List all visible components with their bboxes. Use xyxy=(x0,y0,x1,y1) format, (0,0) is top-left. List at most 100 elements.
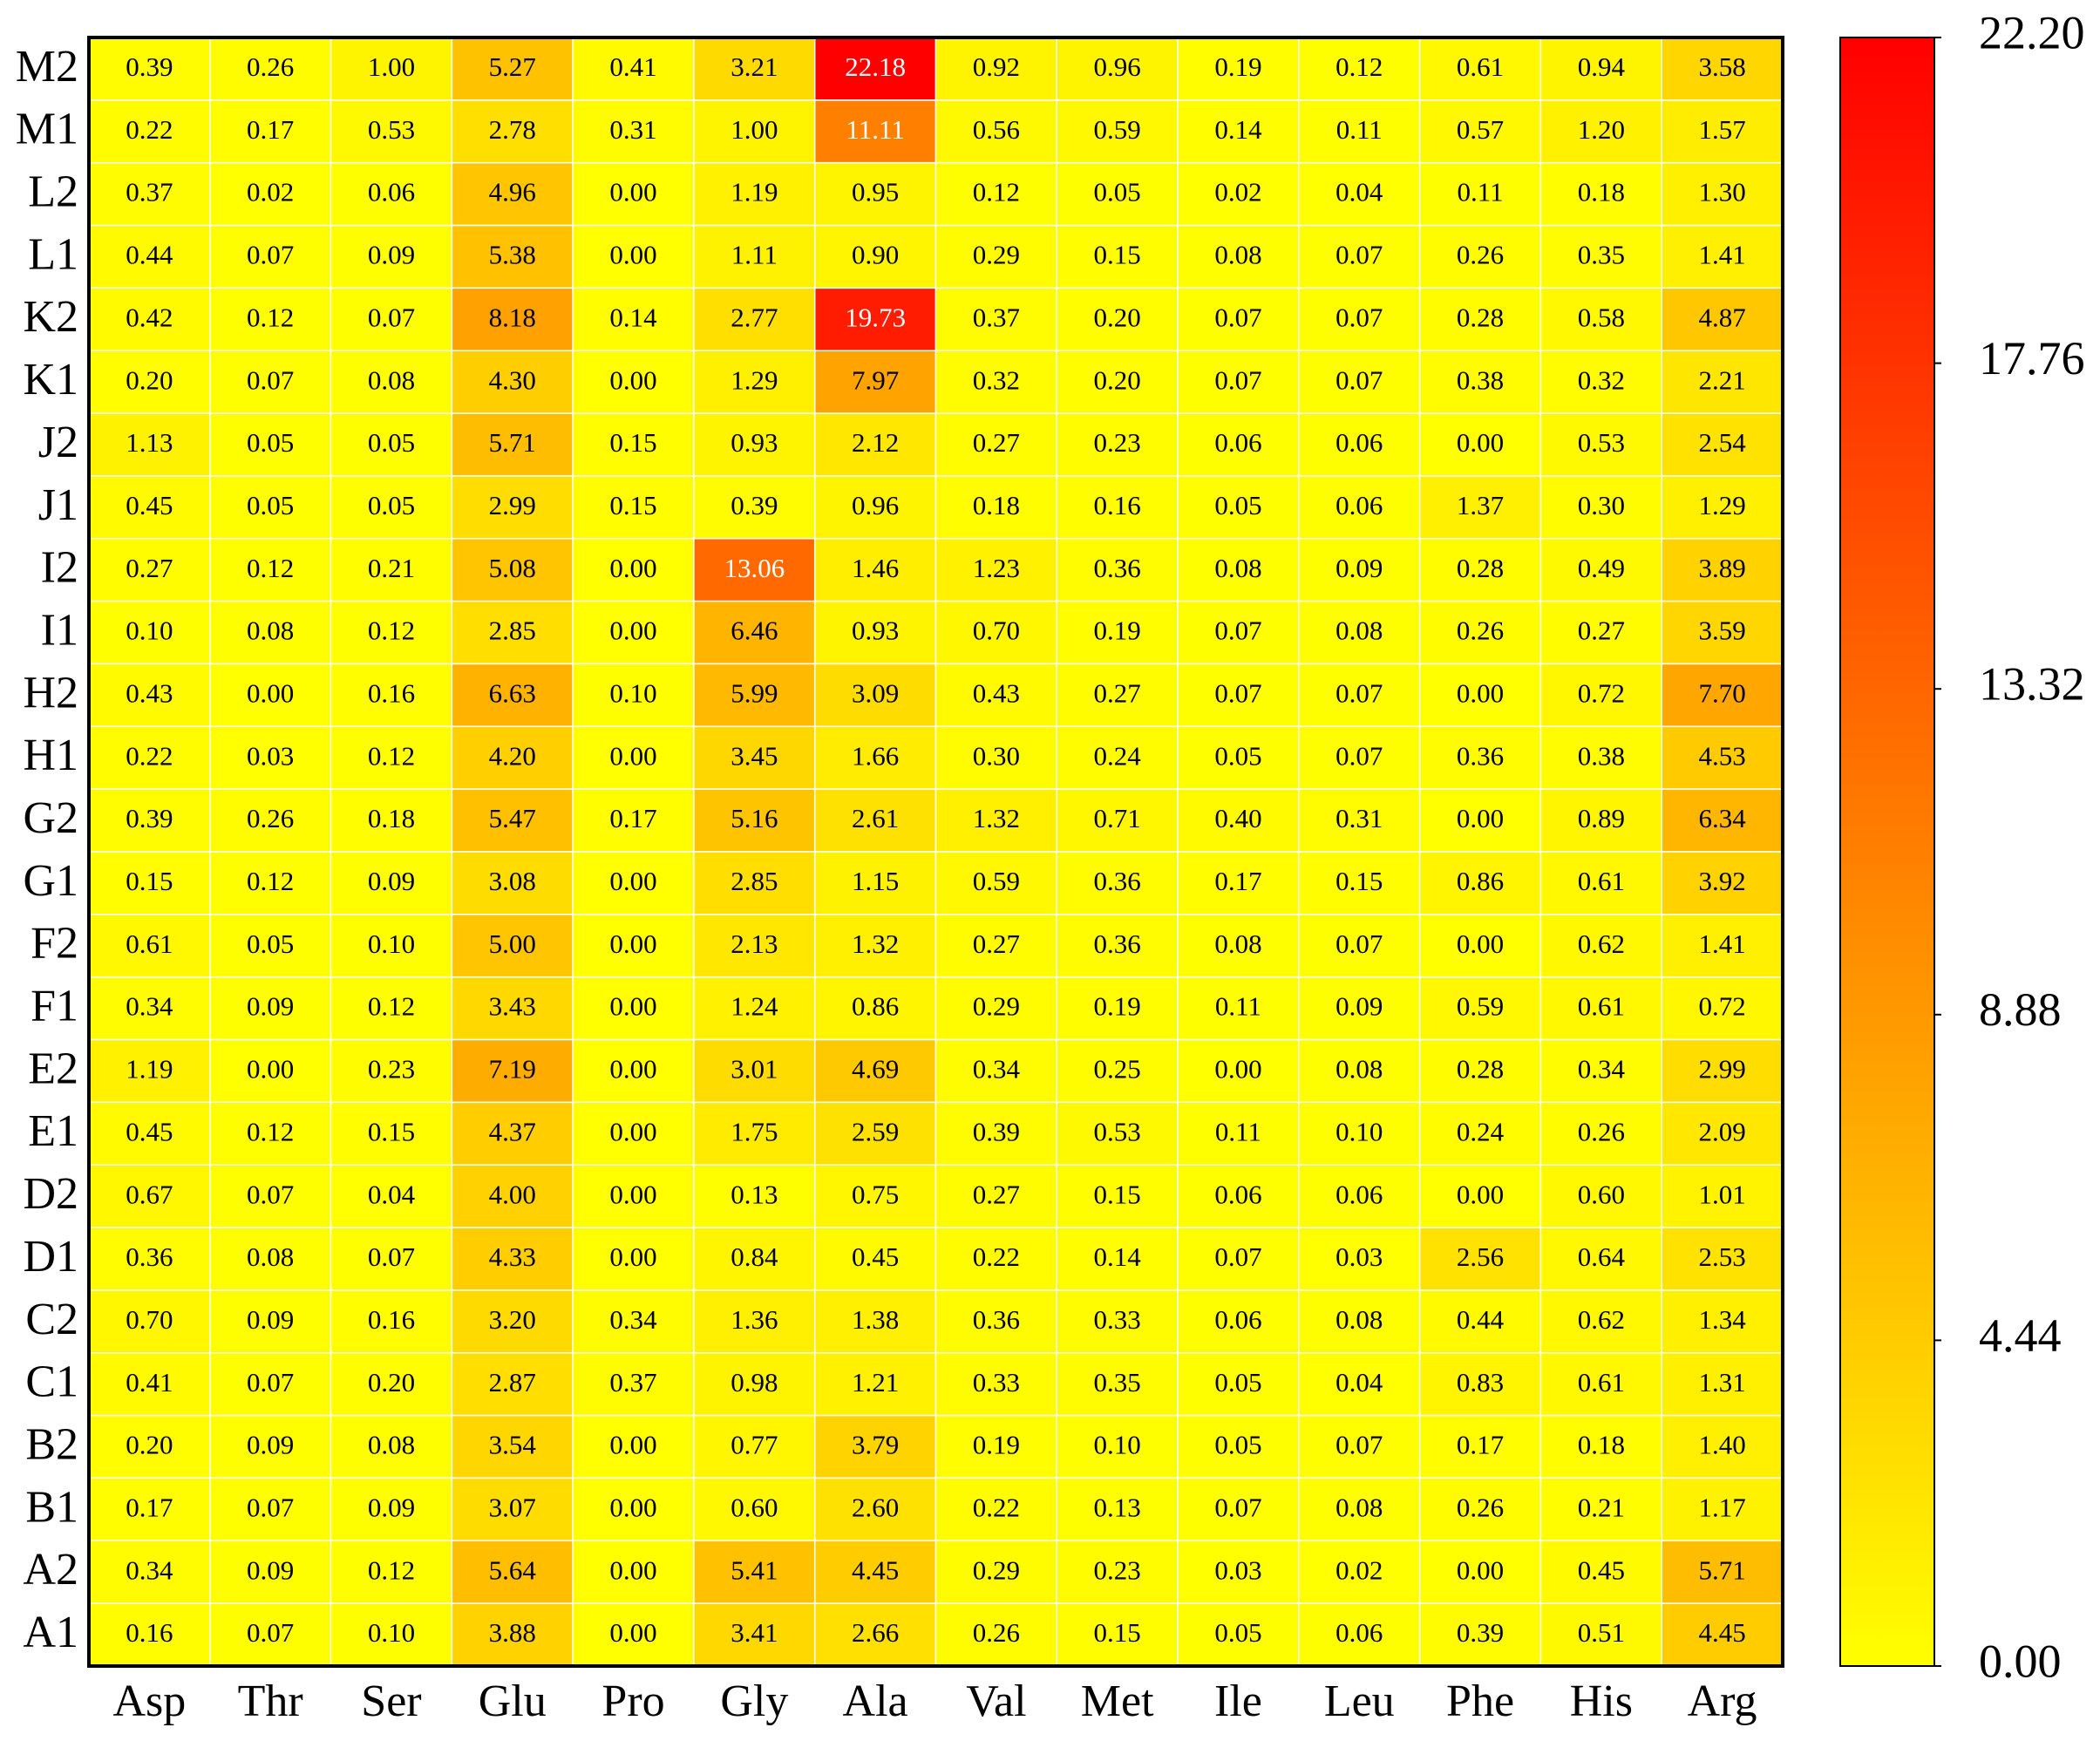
cell xyxy=(813,1101,937,1166)
colorbar-tick-label: 17.76 xyxy=(1979,332,2085,384)
cell-label: 0.07 xyxy=(1214,302,1261,332)
cell xyxy=(1177,1038,1300,1104)
cell-label: 0.15 xyxy=(609,490,656,520)
cell-label: 0.93 xyxy=(852,615,899,646)
cell xyxy=(209,1414,332,1479)
cell-label: 0.15 xyxy=(1094,240,1141,270)
colorbar-tick-label: 22.20 xyxy=(1979,6,2085,58)
cell-label: 0.10 xyxy=(1335,1116,1383,1146)
cell xyxy=(209,475,332,540)
cell-label: 0.05 xyxy=(247,490,294,520)
cell xyxy=(572,350,695,414)
cell xyxy=(934,1352,1058,1417)
cell-label: 0.12 xyxy=(247,866,294,896)
cell xyxy=(451,600,574,665)
cell-label: 1.15 xyxy=(852,866,899,896)
row-label: F1 xyxy=(31,982,78,1031)
cell xyxy=(1539,788,1662,853)
cell-label: 0.37 xyxy=(126,177,173,207)
cell-label: 0.17 xyxy=(1457,1430,1504,1460)
cell-label: 22.18 xyxy=(845,51,906,82)
cell xyxy=(693,99,816,164)
cell-label: 0.08 xyxy=(368,364,415,395)
cell-label: 0.21 xyxy=(368,553,415,583)
cell-label: 1.21 xyxy=(852,1367,899,1398)
cell-label: 1.29 xyxy=(1698,490,1745,520)
cell xyxy=(1177,475,1300,540)
cell xyxy=(1539,851,1662,915)
cell-label: 0.72 xyxy=(1698,991,1745,1022)
cell xyxy=(572,1352,695,1417)
cell xyxy=(1418,1038,1542,1104)
cell xyxy=(1418,224,1542,289)
cell-label: 1.40 xyxy=(1698,1430,1745,1460)
cell-label: 1.57 xyxy=(1698,114,1745,145)
cell xyxy=(330,161,453,227)
cell xyxy=(330,600,453,665)
cell-label: 2.21 xyxy=(1698,364,1745,395)
cell xyxy=(209,725,332,790)
cell-label: 0.00 xyxy=(247,677,294,708)
col-label: Leu xyxy=(1324,1676,1395,1726)
cell-label: 0.28 xyxy=(1457,553,1504,583)
cell-label: 0.17 xyxy=(609,803,656,833)
cell-label: 4.53 xyxy=(1698,740,1745,771)
cell-label: 0.04 xyxy=(1335,177,1383,207)
cell xyxy=(1539,600,1662,665)
cell-label: 0.26 xyxy=(247,51,294,82)
cell xyxy=(88,851,211,915)
cell-label: 0.17 xyxy=(247,114,294,145)
cell xyxy=(1177,725,1300,790)
cell-label: 0.07 xyxy=(247,1492,294,1522)
cell xyxy=(813,788,937,853)
cell xyxy=(88,475,211,540)
cell-label: 0.08 xyxy=(1335,1054,1383,1085)
cell-label: 0.95 xyxy=(852,177,899,207)
cell-label: 0.42 xyxy=(126,302,173,332)
cell-label: 0.07 xyxy=(1214,1241,1261,1272)
cell-label: 0.14 xyxy=(609,302,657,332)
cell xyxy=(1418,161,1542,227)
cell-label: 4.00 xyxy=(489,1179,536,1209)
cell-label: 0.00 xyxy=(1214,1054,1261,1085)
cell-label: 0.37 xyxy=(973,302,1020,332)
cell xyxy=(1661,788,1784,853)
cell-label: 0.77 xyxy=(731,1430,778,1460)
cell-label: 0.00 xyxy=(609,1492,656,1522)
cell-label: 5.71 xyxy=(489,427,536,458)
cell xyxy=(1056,600,1179,665)
cell xyxy=(330,224,453,289)
cell xyxy=(1298,851,1421,915)
cell xyxy=(88,224,211,289)
cell-label: 0.16 xyxy=(126,1617,173,1648)
cell xyxy=(1298,788,1421,853)
cell-label: 0.08 xyxy=(1335,615,1383,646)
cell xyxy=(1418,37,1542,101)
cell xyxy=(693,1352,816,1417)
col-label: Ala xyxy=(843,1676,908,1726)
row-label: F2 xyxy=(31,919,78,969)
cell xyxy=(1539,1540,1662,1604)
cell xyxy=(451,788,574,853)
cell-label: 0.16 xyxy=(368,677,415,708)
cell xyxy=(451,412,574,477)
cell-label: 0.07 xyxy=(1214,677,1261,708)
cell-label: 0.13 xyxy=(731,1179,778,1209)
cell xyxy=(88,1101,211,1166)
cell xyxy=(1298,224,1421,289)
cell-label: 0.71 xyxy=(1094,803,1141,833)
cell xyxy=(1177,1602,1300,1667)
cell-label: 0.40 xyxy=(1214,803,1261,833)
cell-label: 0.96 xyxy=(1094,51,1141,82)
cell xyxy=(451,1540,574,1604)
cell-label: 0.29 xyxy=(973,991,1020,1022)
cell xyxy=(330,1602,453,1667)
cell xyxy=(1056,1101,1179,1166)
cell-label: 3.07 xyxy=(489,1492,536,1522)
cell xyxy=(934,538,1058,602)
cell-label: 0.27 xyxy=(1578,615,1625,646)
cell-label: 0.06 xyxy=(1335,1179,1383,1209)
cell xyxy=(1177,976,1300,1041)
cell xyxy=(934,1414,1058,1479)
cell xyxy=(88,725,211,790)
